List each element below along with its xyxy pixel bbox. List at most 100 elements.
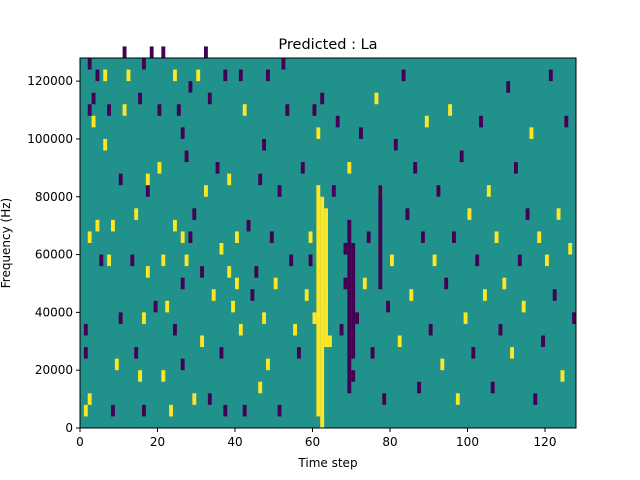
heatmap-column-band — [324, 208, 328, 348]
heatmap-cell — [87, 393, 92, 405]
heatmap-cell — [107, 104, 111, 116]
y-tick-label: 0 — [65, 421, 73, 435]
heatmap-cell — [393, 138, 398, 151]
heatmap-cell — [463, 312, 468, 324]
x-tick-label: 80 — [382, 435, 397, 449]
heatmap-cell — [161, 370, 166, 382]
x-tick-label: 20 — [150, 435, 165, 449]
heatmap-cell — [312, 104, 317, 116]
x-tick-label: 120 — [534, 435, 557, 449]
heatmap-cell — [498, 323, 503, 336]
heatmap-cell — [374, 92, 379, 105]
heatmap-cell — [184, 254, 189, 267]
heatmap-cell — [455, 393, 460, 405]
heatmap-cell — [405, 208, 410, 220]
heatmap-cell — [281, 58, 286, 70]
heatmap-cell — [467, 208, 472, 220]
heatmap-cell — [475, 254, 480, 267]
heatmap-cell — [533, 393, 538, 405]
heatmap-cell — [459, 150, 464, 163]
heatmap-cell — [142, 312, 146, 324]
heatmap-cell — [335, 115, 340, 128]
heatmap-cell — [235, 277, 239, 290]
heatmap-cell — [428, 323, 433, 336]
heatmap-cell — [188, 81, 193, 93]
heatmap-cell — [122, 104, 127, 116]
y-tick-label: 40000 — [35, 305, 73, 319]
plot-frame — [79, 57, 577, 429]
heatmap-cell — [266, 358, 270, 371]
heatmap-column-band — [316, 185, 321, 417]
heatmap-cell — [207, 92, 212, 105]
heatmap-cell — [273, 277, 278, 290]
heatmap-cell — [207, 393, 212, 405]
y-tick-label: 60000 — [35, 248, 73, 262]
heatmap-cell — [118, 312, 123, 324]
heatmap-cell — [157, 162, 162, 174]
heatmap-cell — [448, 104, 452, 116]
heatmap-cell — [200, 335, 204, 348]
heatmap-cell — [122, 46, 127, 58]
heatmap-cell — [343, 243, 348, 255]
heatmap-cell — [250, 289, 255, 301]
heatmap-cell — [401, 69, 406, 82]
heatmap-cell — [277, 404, 282, 417]
chart-title: Predicted : La — [278, 37, 377, 53]
heatmap-cell — [223, 69, 228, 82]
heatmap-cell — [355, 312, 359, 324]
heatmap-cell — [552, 289, 557, 301]
heatmap-column-band — [347, 219, 352, 394]
heatmap-cell — [180, 231, 185, 243]
heatmap-cell — [502, 277, 507, 290]
heatmap-cell — [95, 219, 100, 232]
heatmap-cell — [289, 254, 294, 267]
y-tick-label: 100000 — [27, 132, 73, 146]
heatmap-cell — [83, 404, 88, 417]
heatmap-cell — [138, 370, 142, 382]
x-tick-label: 100 — [456, 435, 479, 449]
heatmap-cell — [118, 173, 123, 186]
heatmap-cell — [486, 185, 491, 197]
heatmap-cell — [436, 185, 441, 197]
heatmap-cell — [238, 323, 243, 336]
heatmap-cell — [343, 277, 348, 290]
y-tick-label: 20000 — [35, 363, 73, 377]
heatmap-cell — [138, 92, 142, 105]
heatmap-cell — [142, 58, 146, 70]
heatmap-cell — [390, 254, 394, 267]
heatmap-column-band — [320, 196, 325, 428]
heatmap-cell — [386, 300, 390, 313]
heatmap-cell — [413, 162, 418, 174]
heatmap-cell — [432, 254, 437, 267]
heatmap-cell — [304, 289, 309, 301]
heatmap-cell — [328, 335, 332, 348]
heatmap-cell — [173, 219, 177, 232]
heatmap-cell — [339, 323, 344, 336]
heatmap-cell — [161, 254, 166, 267]
y-axis: 0 20000 40000 60000 80000 100000 120000 — [27, 74, 80, 435]
heatmap-cells — [83, 46, 576, 428]
heatmap-cell — [145, 173, 150, 186]
heatmap-cell — [320, 92, 325, 105]
heatmap-cell — [293, 323, 297, 336]
heatmap-cell — [297, 347, 301, 359]
heatmap-cell — [316, 127, 321, 139]
heatmap-cell — [231, 300, 235, 313]
heatmap-cell — [254, 266, 259, 278]
heatmap-column-band — [378, 185, 383, 290]
heatmap-cell — [517, 254, 522, 267]
heatmap-cell — [114, 358, 119, 371]
heatmap-cell — [149, 46, 154, 58]
heatmap-cell — [483, 289, 487, 301]
heatmap-cell — [192, 393, 197, 405]
heatmap-cell — [87, 231, 92, 243]
heatmap-cell — [382, 393, 387, 405]
heatmap-cell — [421, 231, 425, 243]
heatmap-cell — [359, 127, 363, 139]
heatmap-cell — [266, 69, 270, 82]
heatmap-cell — [514, 162, 518, 174]
heatmap-cell — [180, 358, 185, 371]
heatmap-cell — [548, 69, 553, 82]
heatmap-cell — [184, 150, 189, 163]
heatmap-cell — [308, 254, 313, 267]
